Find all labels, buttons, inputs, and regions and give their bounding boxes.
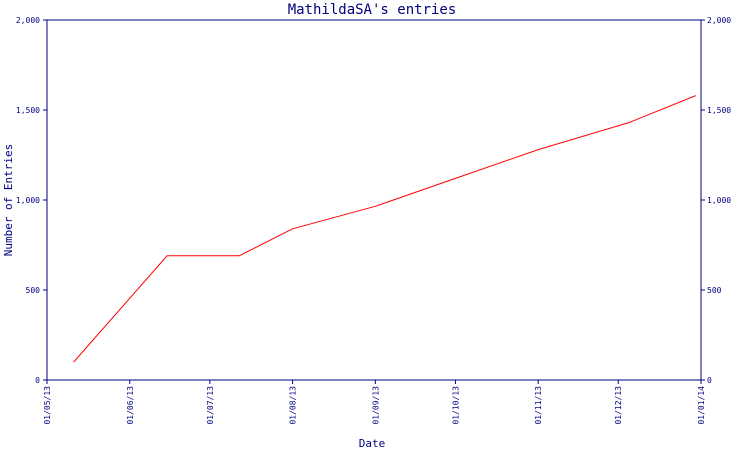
y-tick-label-right: 2,000	[707, 16, 731, 25]
x-axis-label: Date	[359, 437, 386, 450]
y-tick-label-right: 1,500	[707, 106, 731, 115]
x-tick-label: 01/09/13	[371, 386, 380, 425]
plot-area	[46, 19, 702, 381]
y-axis-left: 0 500 1,000 1,500 2,000	[16, 16, 47, 385]
y-tick-label-left: 2,000	[16, 16, 40, 25]
y-tick-label-left: 500	[26, 286, 41, 295]
x-tick-label: 01/05/13	[43, 386, 52, 425]
y-tick-label-right: 0	[707, 376, 712, 385]
y-axis-label: Number of Entries	[2, 144, 15, 257]
y-tick-label-left: 1,500	[16, 106, 40, 115]
x-tick-label: 01/10/13	[451, 386, 460, 425]
y-axis-right: 0 500 1,000 1,500 2,000	[701, 16, 731, 385]
y-tick-label-right: 1,000	[707, 196, 731, 205]
x-tick-label: 01/01/14	[697, 386, 706, 425]
x-tick-label: 01/07/13	[206, 386, 215, 425]
x-axis: 01/05/13 01/06/13 01/07/13 01/08/13 01/09/13…	[43, 380, 706, 425]
x-tick-label: 01/06/13	[126, 386, 135, 425]
chart-title: MathildaSA's entries	[288, 2, 457, 18]
series-layer	[73, 95, 696, 363]
x-tick-label: 01/11/13	[534, 386, 543, 425]
x-tick-label: 01/08/13	[289, 386, 298, 425]
series-line	[73, 95, 696, 363]
y-tick-label-left: 1,000	[16, 196, 40, 205]
y-tick-label-right: 500	[707, 286, 722, 295]
y-tick-label-left: 0	[35, 376, 40, 385]
x-tick-label: 01/12/13	[614, 386, 623, 425]
